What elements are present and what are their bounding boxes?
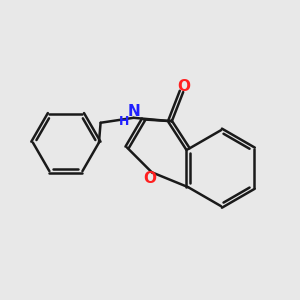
Text: O: O <box>144 171 157 186</box>
Text: O: O <box>177 79 190 94</box>
Text: H: H <box>119 115 130 128</box>
Text: N: N <box>127 104 140 119</box>
